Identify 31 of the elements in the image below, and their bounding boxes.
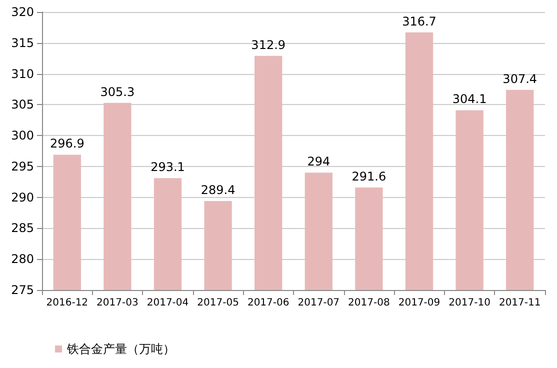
data-label: 305.3 bbox=[100, 84, 135, 99]
x-tick-label: 2017-11 bbox=[498, 298, 541, 308]
data-label: 296.9 bbox=[50, 136, 84, 151]
y-tick-label: 320 bbox=[11, 5, 34, 19]
data-label: 291.6 bbox=[352, 169, 386, 184]
data-label: 312.9 bbox=[251, 38, 286, 52]
data-label: 294 bbox=[307, 154, 330, 169]
y-tick-label: 290 bbox=[11, 190, 34, 204]
x-tick-label: 2017-08 bbox=[348, 298, 390, 308]
data-label: 316.7 bbox=[402, 14, 436, 28]
x-tick-label: 2017-09 bbox=[398, 298, 440, 308]
y-tick-label: 305 bbox=[11, 98, 34, 112]
x-tick-label: 2017-10 bbox=[448, 298, 490, 308]
data-label: 289.4 bbox=[200, 183, 236, 198]
y-tick-label: 285 bbox=[11, 221, 34, 236]
x-tick-label: 2017-04 bbox=[146, 298, 189, 308]
x-tick-label: 2017-07 bbox=[298, 298, 340, 308]
y-tick-label: 295 bbox=[11, 159, 34, 174]
data-label: 304.1 bbox=[452, 92, 487, 106]
x-tick-label: 2016-12 bbox=[46, 298, 88, 308]
data-label: 307.4 bbox=[502, 72, 538, 86]
x-tick-label: 2017-03 bbox=[96, 298, 138, 308]
y-tick-label: 300 bbox=[11, 128, 34, 143]
y-tick-label: 315 bbox=[11, 36, 34, 50]
y-tick-label: 275 bbox=[11, 283, 34, 297]
y-tick-label: 280 bbox=[11, 252, 34, 266]
legend-label: 铁合金产量（万吨） bbox=[66, 342, 175, 356]
data-label: 293.1 bbox=[150, 160, 185, 174]
y-tick-label: 310 bbox=[11, 66, 34, 81]
x-tick-label: 2017-05 bbox=[197, 298, 239, 308]
x-tick-label: 2017-06 bbox=[247, 298, 290, 308]
